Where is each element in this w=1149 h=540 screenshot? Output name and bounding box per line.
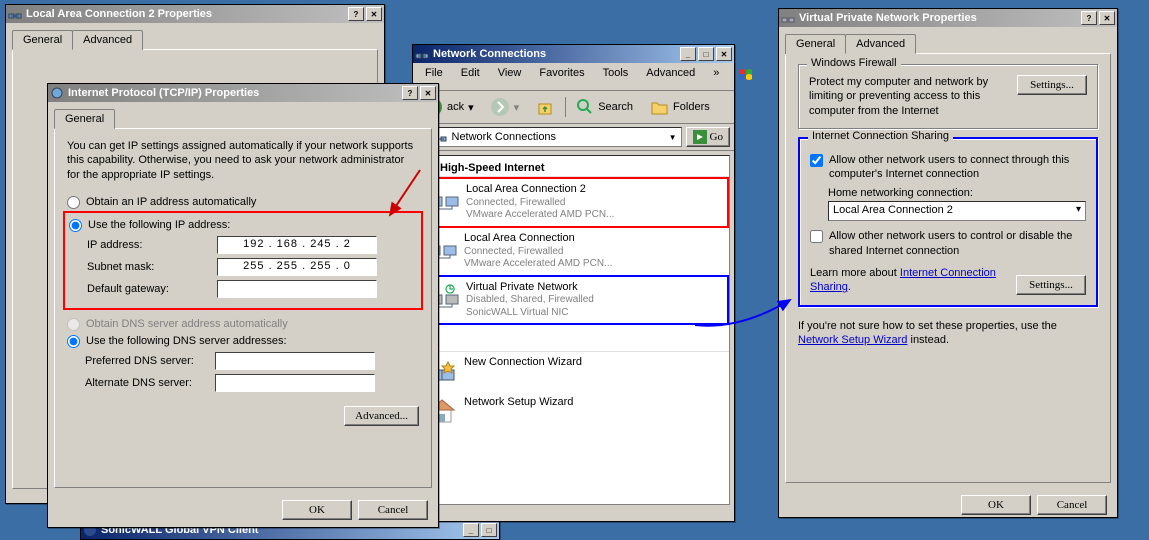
alt-dns-input[interactable]	[215, 374, 375, 392]
pref-dns-input[interactable]	[215, 352, 375, 370]
tcpip-title: Internet Protocol (TCP/IP) Properties	[68, 87, 402, 99]
help-button[interactable]: ?	[1081, 11, 1097, 25]
ok-button[interactable]: OK	[961, 495, 1031, 515]
connection-icon	[8, 7, 22, 21]
menu-advanced[interactable]: Advanced	[638, 65, 703, 88]
minimize-button[interactable]: _	[463, 523, 479, 537]
lac2-titlebar[interactable]: Local Area Connection 2 Properties ? ✕	[6, 5, 384, 23]
subnet-label: Subnet mask:	[87, 261, 217, 273]
pref-dns-label: Preferred DNS server:	[85, 355, 215, 367]
firewall-text: Protect my computer and network by limit…	[809, 75, 1009, 118]
connection-name: Local Area Connection 2	[466, 183, 614, 197]
tab-advanced[interactable]: Advanced	[845, 34, 916, 54]
maximize-button[interactable]: □	[481, 523, 497, 537]
connection-icon	[781, 11, 795, 25]
connection-status: Connected, Firewalled	[464, 246, 612, 259]
tab-advanced[interactable]: Advanced	[72, 30, 143, 50]
close-button[interactable]: ✕	[420, 86, 436, 100]
network-setup-link[interactable]: Network Setup Wizard	[798, 334, 907, 346]
connection-device: VMware Accelerated AMD PCN...	[466, 209, 614, 222]
ip-label: IP address:	[87, 239, 217, 251]
ics-settings-button[interactable]: Settings...	[1016, 275, 1086, 295]
gateway-input[interactable]	[217, 280, 377, 298]
forward-button: ▾	[484, 95, 526, 119]
cancel-button[interactable]: Cancel	[1037, 495, 1107, 515]
ics-control-checkbox[interactable]: Allow other network users to control or …	[810, 229, 1086, 258]
tab-general[interactable]: General	[54, 109, 115, 129]
new-connection-wizard[interactable]: New Connection Wizard	[422, 352, 729, 392]
tcpip-titlebar[interactable]: Internet Protocol (TCP/IP) Properties ? …	[48, 84, 438, 102]
tab-general[interactable]: General	[12, 30, 73, 50]
tcpip-icon	[50, 86, 64, 100]
menu-tools[interactable]: Tools	[595, 65, 637, 88]
ip-input[interactable]: 192 . 168 . 245 . 2	[217, 236, 377, 254]
help-button[interactable]: ?	[402, 86, 418, 100]
toolbar: ack ▾ ▾ Search Folders	[413, 91, 734, 124]
ics-group: Internet Connection Sharing Allow other …	[798, 137, 1098, 307]
group-wizard: d	[422, 331, 729, 352]
tab-general[interactable]: General	[785, 34, 846, 54]
lac2-title: Local Area Connection 2 Properties	[26, 8, 348, 20]
up-button[interactable]	[529, 96, 561, 118]
group-lan: or High-Speed Internet	[422, 156, 729, 177]
connection-item[interactable]: Local Area Connection 2Connected, Firewa…	[422, 177, 729, 228]
tcpip-properties-window: Internet Protocol (TCP/IP) Properties ? …	[47, 83, 439, 528]
close-button[interactable]: ✕	[366, 7, 382, 21]
fw-settings-button[interactable]: Settings...	[1017, 75, 1087, 95]
close-button[interactable]: ✕	[716, 47, 732, 61]
menu-view[interactable]: View	[490, 65, 530, 88]
tcpip-description: You can get IP settings assigned automat…	[67, 139, 419, 182]
vpn-titlebar[interactable]: Virtual Private Network Properties ? ✕	[779, 9, 1117, 27]
subnet-input[interactable]: 255 . 255 . 255 . 0	[217, 258, 377, 276]
menu-bar[interactable]: File Edit View Favorites Tools Advanced …	[413, 63, 734, 91]
connection-name: Virtual Private Network	[466, 281, 594, 295]
home-conn-dropdown[interactable]: Local Area Connection 2	[828, 201, 1086, 221]
connection-name: Local Area Connection	[464, 232, 612, 246]
netconn-title: Network Connections	[433, 48, 680, 60]
hint-text: If you're not sure how to set these prop…	[798, 319, 1098, 348]
folders-button[interactable]: Folders	[643, 96, 716, 118]
network-setup-wizard[interactable]: Network Setup Wizard	[422, 392, 729, 432]
help-button[interactable]: ?	[348, 7, 364, 21]
connection-device: SonicWALL Virtual NIC	[466, 307, 594, 320]
radio-manual-ip[interactable]: Use the following IP address:	[69, 219, 417, 232]
connection-device: VMware Accelerated AMD PCN...	[464, 258, 612, 271]
menu-chevron-icon[interactable]: »	[705, 65, 727, 88]
minimize-button[interactable]: _	[680, 47, 696, 61]
netconn-icon	[415, 47, 429, 61]
connection-status: Disabled, Shared, Firewalled	[466, 294, 594, 307]
vpn-properties-window: Virtual Private Network Properties ? ✕ G…	[778, 8, 1118, 518]
ok-button[interactable]: OK	[282, 500, 352, 520]
go-button[interactable]: Go	[686, 127, 730, 147]
ics-allow-checkbox[interactable]: Allow other network users to connect thr…	[810, 153, 1086, 182]
vpn-title: Virtual Private Network Properties	[799, 12, 1081, 24]
cancel-button[interactable]: Cancel	[358, 500, 428, 520]
radio-auto-dns: Obtain DNS server address automatically	[67, 318, 419, 331]
windows-logo-icon	[729, 65, 763, 88]
address-combo[interactable]: Network Connections ▼	[427, 127, 682, 147]
close-button[interactable]: ✕	[1099, 11, 1115, 25]
network-connections-window: Network Connections _ □ ✕ File Edit View…	[412, 44, 735, 522]
home-conn-label: Home networking connection:	[828, 187, 1086, 199]
menu-edit[interactable]: Edit	[453, 65, 488, 88]
connection-item[interactable]: Local Area ConnectionConnected, Firewall…	[422, 228, 729, 275]
maximize-button[interactable]: □	[698, 47, 714, 61]
alt-dns-label: Alternate DNS server:	[85, 377, 215, 389]
radio-manual-dns[interactable]: Use the following DNS server addresses:	[67, 335, 419, 348]
connection-item[interactable]: Virtual Private NetworkDisabled, Shared,…	[422, 275, 729, 326]
search-button[interactable]: Search	[570, 96, 639, 118]
netconn-titlebar[interactable]: Network Connections _ □ ✕	[413, 45, 734, 63]
advanced-button[interactable]: Advanced...	[344, 406, 419, 426]
firewall-group: Windows Firewall Protect my computer and…	[798, 64, 1098, 129]
menu-favorites[interactable]: Favorites	[531, 65, 592, 88]
radio-auto-ip[interactable]: Obtain an IP address automatically	[67, 196, 419, 209]
connection-status: Connected, Firewalled	[466, 197, 614, 210]
gateway-label: Default gateway:	[87, 283, 217, 295]
